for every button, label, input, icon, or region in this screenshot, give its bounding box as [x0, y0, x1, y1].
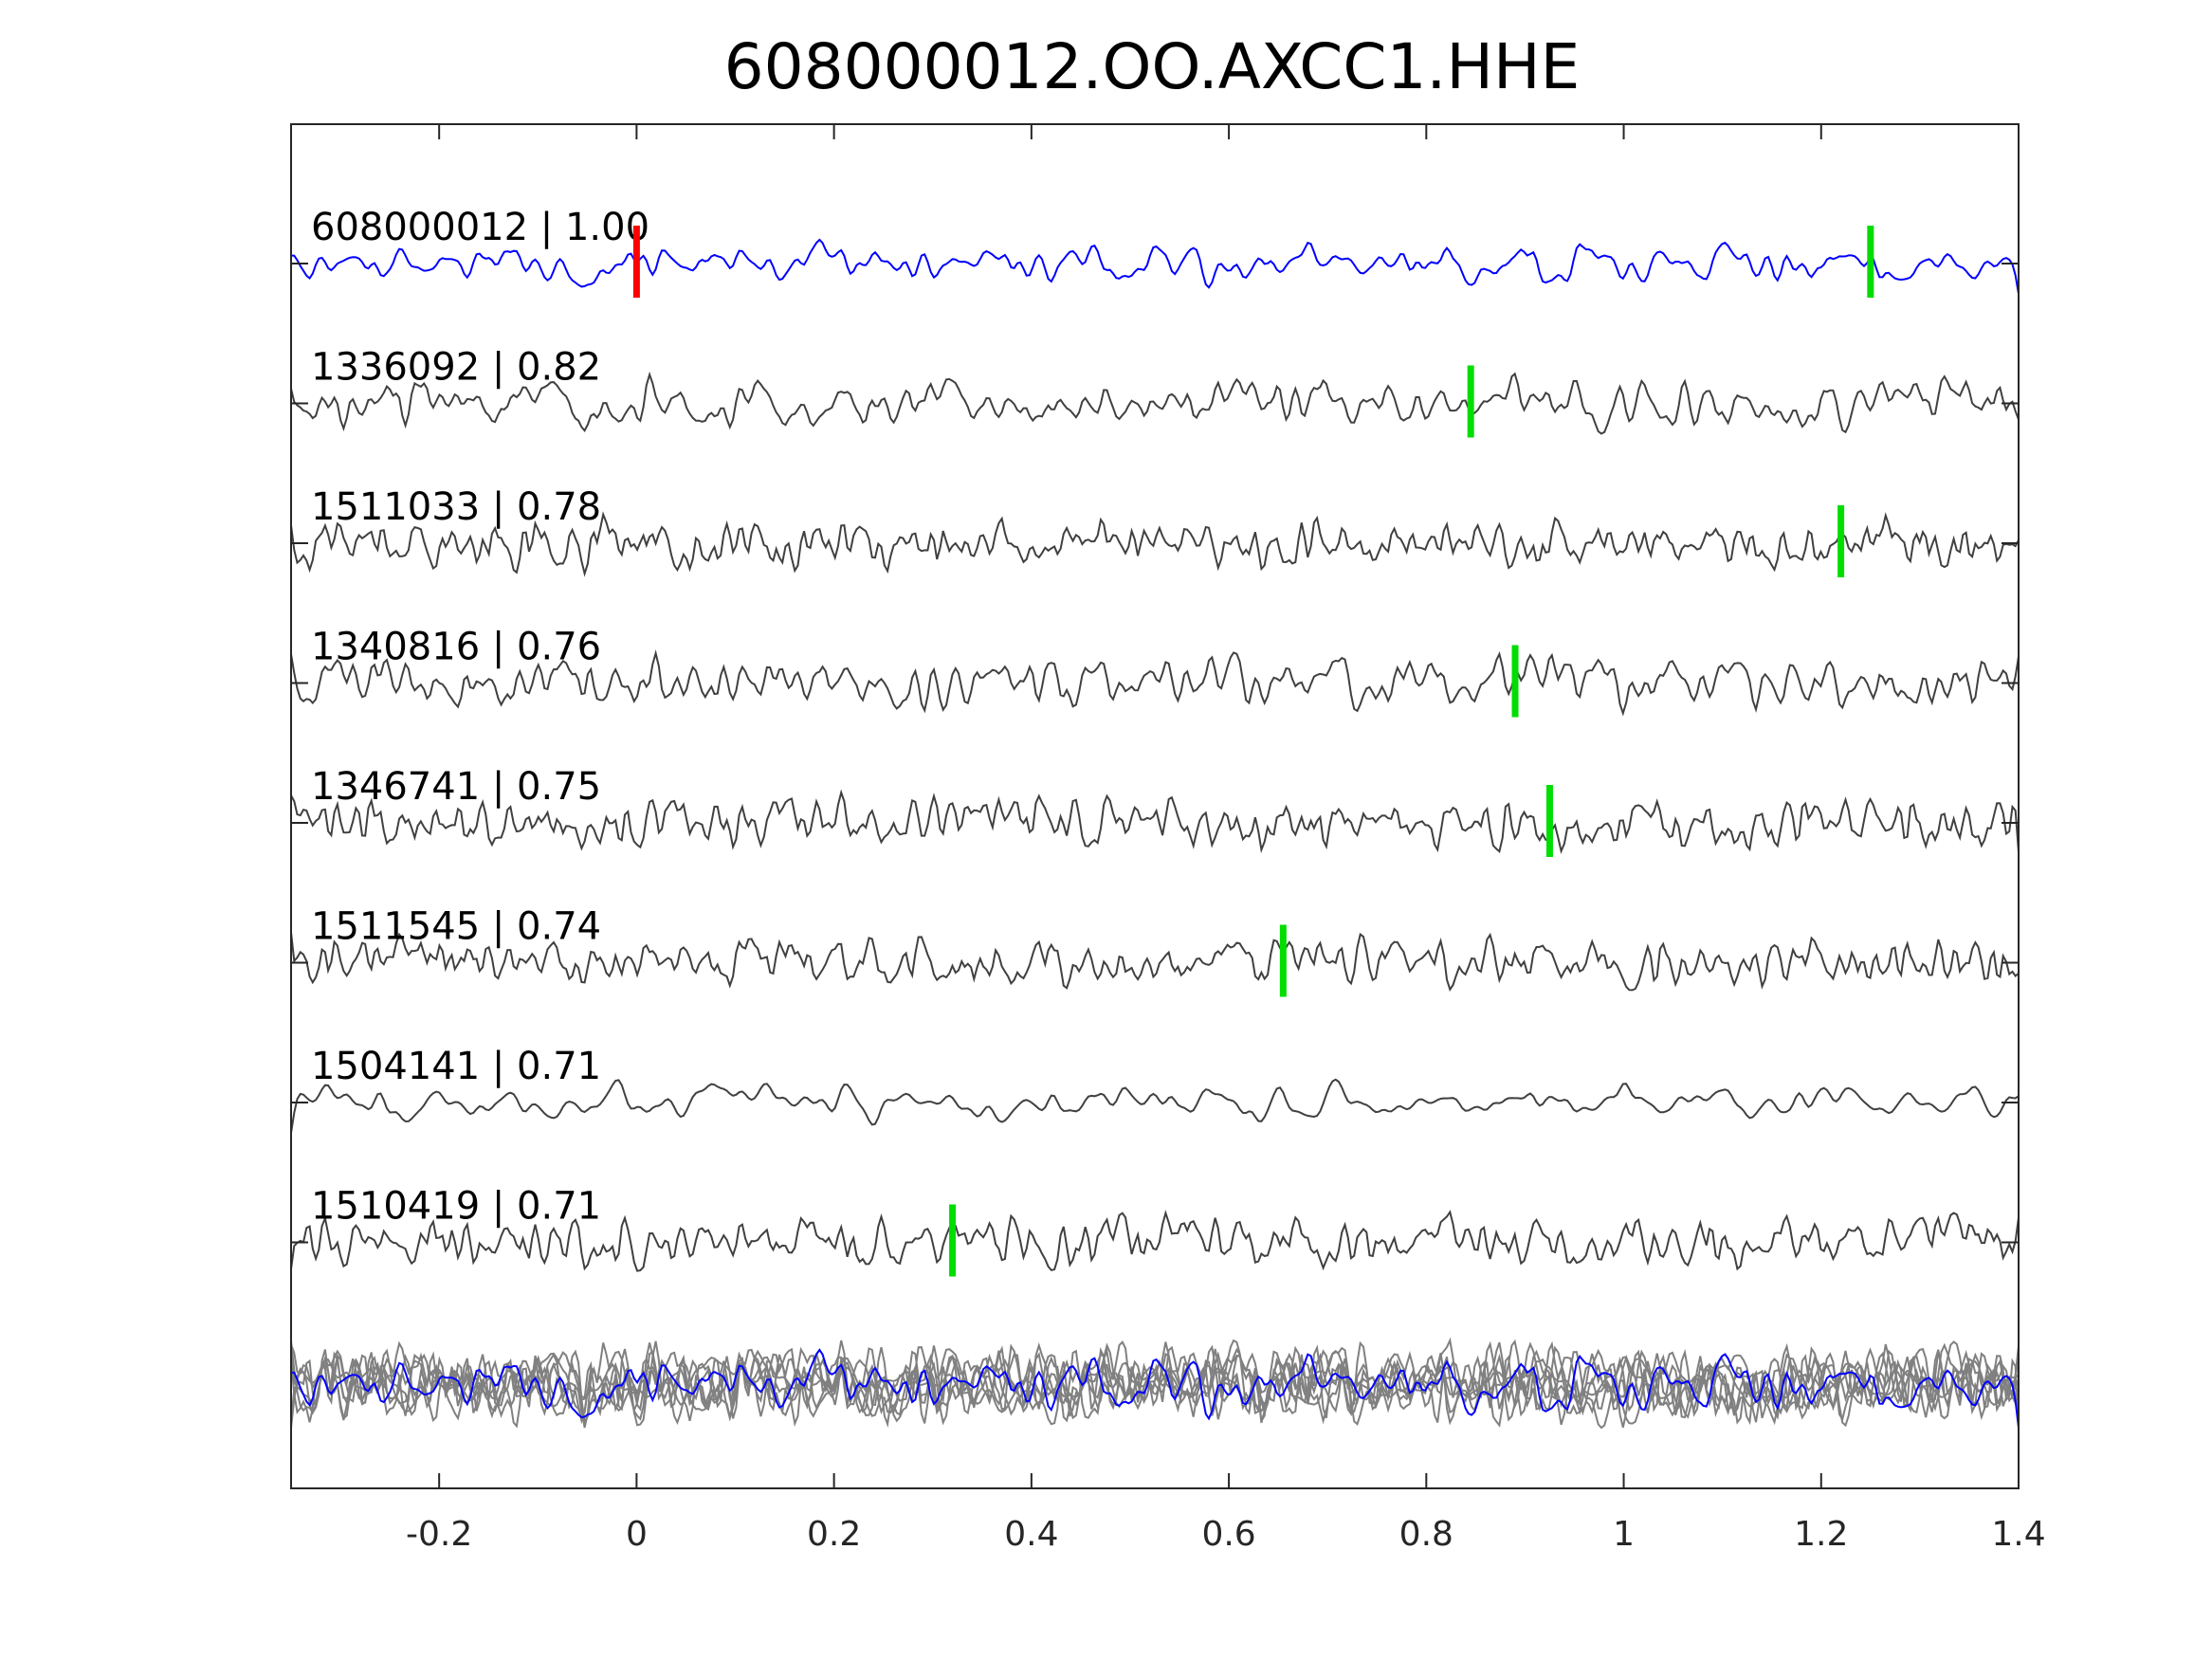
trace-line-1510419 — [290, 1210, 2020, 1272]
plot-area: 608000012 | 1.00 1336092 | 0.82 1511033 | … — [290, 206, 2020, 1430]
x-tick-label: 0.2 — [807, 1515, 861, 1554]
trace-label-1511033: 1511033 | 0.78 — [311, 485, 601, 529]
x-tick-label: 1.2 — [1794, 1515, 1848, 1554]
x-tick-label: 1.4 — [1991, 1515, 2045, 1554]
axes-frame — [290, 123, 2020, 1489]
overlay-line-1511545 — [290, 1340, 2020, 1426]
trace-line-1340816 — [290, 649, 2020, 717]
trace-line-1504141 — [290, 1078, 2020, 1134]
trace-label-1336092: 1336092 | 0.82 — [311, 346, 601, 390]
trace-label-1504141: 1504141 | 0.71 — [311, 1045, 601, 1088]
trace-label-1510419: 1510419 | 0.71 — [311, 1185, 601, 1229]
x-tick-label: -0.2 — [406, 1515, 472, 1554]
x-tick-label: 0 — [626, 1515, 648, 1554]
trace-label-1511545: 1511545 | 0.74 — [311, 905, 601, 949]
chart-title: 608000012.OO.AXCC1.HHE — [724, 30, 1581, 103]
trace-label-1346741: 1346741 | 0.75 — [311, 765, 601, 809]
overlay-line-1510419 — [290, 1337, 2020, 1427]
trace-line-1336092 — [290, 371, 2020, 435]
trace-line-608000012 — [290, 238, 2020, 295]
x-tick-label: 0.6 — [1201, 1515, 1255, 1554]
trace-label-1340816: 1340816 | 0.76 — [311, 626, 601, 669]
trace-label-608000012: 608000012 | 1.00 — [311, 206, 649, 249]
trace-line-1511033 — [290, 511, 2020, 577]
x-axis: -0.2 0 0.2 0.4 0.6 0.8 1 1.2 1.4 — [406, 124, 2046, 1554]
overlay-line-1504141 — [290, 1349, 2020, 1429]
x-tick-label: 1 — [1613, 1515, 1635, 1554]
x-tick-label: 0.4 — [1004, 1515, 1058, 1554]
trace-line-1511545 — [290, 932, 2020, 992]
trace-line-1346741 — [290, 789, 2020, 855]
x-tick-label: 0.8 — [1399, 1515, 1453, 1554]
overlay-line-608000012 — [290, 1348, 2020, 1429]
